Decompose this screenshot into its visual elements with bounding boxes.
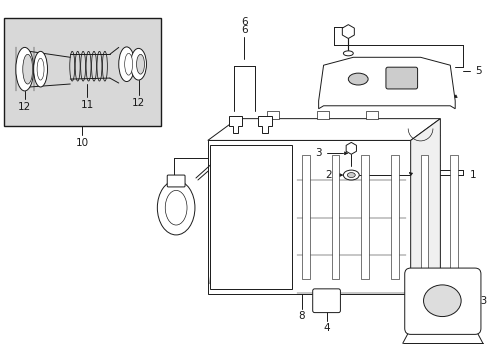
Ellipse shape [130,48,146,80]
Text: 6: 6 [241,24,247,35]
Polygon shape [318,57,454,109]
Text: 4: 4 [323,323,329,333]
Ellipse shape [347,73,367,85]
Bar [4,18,161,126]
Ellipse shape [37,58,44,80]
Text: 11: 11 [81,100,94,110]
Bar [366,111,377,119]
Text: 6: 6 [241,17,247,27]
Text: 7: 7 [246,155,253,165]
Bar [390,155,398,279]
Polygon shape [410,119,440,294]
Bar [209,145,291,289]
Ellipse shape [157,180,195,235]
Text: 9: 9 [219,153,226,163]
Bar [301,155,309,279]
Ellipse shape [124,53,132,75]
Text: 12: 12 [132,98,145,108]
FancyBboxPatch shape [312,289,340,312]
Ellipse shape [136,54,144,74]
Ellipse shape [423,285,460,316]
Text: 7: 7 [249,147,256,157]
Ellipse shape [346,172,354,177]
Polygon shape [258,116,272,134]
Text: 10: 10 [76,138,88,148]
Text: 2: 2 [324,170,331,180]
Bar [266,111,279,119]
FancyBboxPatch shape [167,175,184,187]
Ellipse shape [343,51,352,56]
Ellipse shape [34,51,47,87]
Polygon shape [207,119,440,140]
Text: 5: 5 [474,66,481,76]
Bar [207,140,410,294]
Ellipse shape [165,190,186,225]
Text: 1: 1 [469,170,476,180]
Bar [449,155,457,279]
FancyBboxPatch shape [385,67,417,89]
Bar [331,155,339,279]
Bar [316,111,328,119]
Text: 8: 8 [298,311,305,320]
Bar [420,155,427,279]
Ellipse shape [119,47,134,81]
Ellipse shape [16,48,34,91]
Ellipse shape [23,54,33,84]
Text: 3: 3 [314,148,321,158]
Text: 12: 12 [18,102,31,112]
Ellipse shape [343,170,359,180]
FancyBboxPatch shape [404,268,480,334]
Text: 13: 13 [474,296,487,306]
Polygon shape [228,116,242,134]
Bar [361,155,368,279]
Text: 9: 9 [217,155,224,165]
